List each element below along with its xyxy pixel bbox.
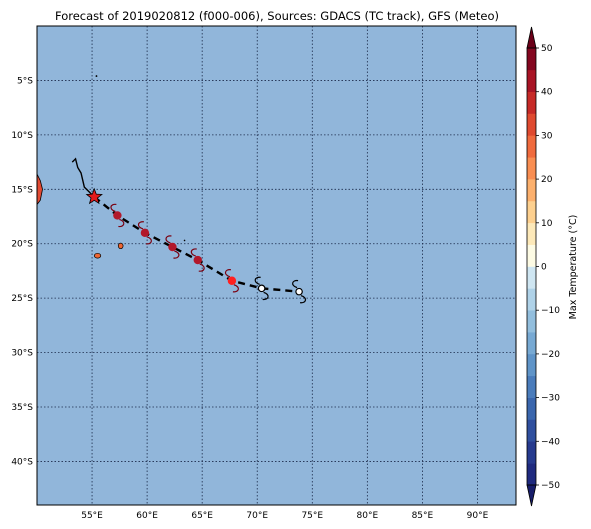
lat-tick-label: 35°S bbox=[11, 403, 33, 413]
lat-tick-label: 15°S bbox=[11, 185, 33, 195]
colorbar-segment bbox=[527, 113, 536, 136]
colorbar-over-triangle bbox=[526, 26, 537, 49]
colorbar-tick-label: −40 bbox=[541, 437, 560, 447]
lon-tick-label: 85°E bbox=[412, 511, 434, 521]
forecast-cyclone-icon bbox=[292, 279, 307, 304]
colorbar-label: Max Temperature (°C) bbox=[568, 215, 579, 320]
colorbar-segment bbox=[527, 310, 536, 333]
colorbar-tick-label: −30 bbox=[541, 394, 560, 404]
lon-tick-label: 65°E bbox=[191, 511, 213, 521]
figure-title: Forecast of 2019020812 (f000-006), Sourc… bbox=[55, 9, 499, 23]
forecast-cyclone-icon bbox=[254, 276, 269, 301]
colorbar-segment bbox=[527, 91, 536, 114]
colorbar: −50 −40 −30 −20 −10 0 10 20 30 40 50 bbox=[526, 26, 560, 507]
forecast-cyclone-icon bbox=[190, 248, 205, 272]
colorbar-tick-label: −50 bbox=[541, 481, 560, 491]
lon-tick-label: 55°E bbox=[81, 511, 103, 521]
colorbar-segment bbox=[527, 244, 536, 267]
colorbar-tick-label: 40 bbox=[541, 88, 553, 98]
colorbar-tick-label: 50 bbox=[541, 44, 553, 54]
colorbar-segment bbox=[527, 157, 536, 180]
colorbar-segment bbox=[527, 48, 536, 71]
map-frame bbox=[36, 25, 517, 506]
colorbar-tick-label: −10 bbox=[541, 306, 560, 316]
colorbar-tick-label: 0 bbox=[541, 263, 547, 273]
map-grid bbox=[37, 26, 516, 505]
lat-tick-label: 5°S bbox=[17, 76, 33, 86]
colorbar-tick-label: 20 bbox=[541, 175, 553, 185]
colorbar-segment bbox=[527, 332, 536, 355]
colorbar-segment bbox=[527, 135, 536, 158]
lon-tick-label: 60°E bbox=[136, 511, 158, 521]
mauritius-island bbox=[117, 242, 124, 250]
lon-tick-label: 80°E bbox=[357, 511, 379, 521]
lon-tick-label: 90°E bbox=[467, 511, 489, 521]
colorbar-under-triangle bbox=[526, 484, 537, 507]
colorbar-segment bbox=[527, 375, 536, 398]
lat-tick-label: 40°S bbox=[11, 457, 33, 467]
colorbar-segment bbox=[527, 397, 536, 420]
track-history-line bbox=[71, 157, 95, 198]
reunion-island bbox=[94, 252, 102, 259]
ocean-background bbox=[37, 26, 516, 505]
map-panel: 55°E 60°E 65°E 70°E 75°E 80°E 85°E 90°E 5°S 10°S… bbox=[11, 25, 517, 521]
colorbar-segment bbox=[527, 179, 536, 202]
colorbar-tick-label: 10 bbox=[541, 219, 553, 229]
colorbar-tick-label: 30 bbox=[541, 131, 553, 141]
lat-tick-label: 30°S bbox=[11, 349, 33, 359]
lon-tick-label: 70°E bbox=[246, 511, 268, 521]
colorbar-segment bbox=[527, 288, 536, 311]
colorbar-segment bbox=[527, 441, 536, 464]
colorbar-segment bbox=[527, 266, 536, 289]
current-position-star-icon bbox=[85, 187, 103, 205]
colorbar-segment bbox=[527, 200, 536, 224]
forecast-cyclone-icon bbox=[110, 203, 125, 228]
lon-tick-label: 75°E bbox=[301, 511, 323, 521]
cyclone-track bbox=[71, 157, 307, 304]
colorbar-segment bbox=[527, 463, 536, 486]
forecast-cyclone-icon bbox=[165, 235, 180, 259]
forecast-cyclone-icon bbox=[137, 221, 152, 245]
colorbar-segment bbox=[527, 353, 536, 377]
longitude-tick-labels: 55°E 60°E 65°E 70°E 75°E 80°E 85°E 90°E bbox=[81, 511, 488, 521]
rodrigues-islet bbox=[183, 239, 186, 242]
lat-tick-label: 10°S bbox=[11, 131, 33, 141]
lat-tick-label: 20°S bbox=[11, 240, 33, 250]
forecast-cyclone-icon bbox=[224, 269, 239, 293]
colorbar-tick-label: −20 bbox=[541, 350, 560, 360]
colorbar-segment bbox=[527, 419, 536, 442]
colorbar-segment bbox=[527, 222, 536, 245]
colorbar-segment bbox=[527, 69, 536, 92]
seychelles-islet bbox=[95, 75, 98, 77]
latitude-tick-labels: 5°S 10°S 15°S 20°S 25°S 30°S 35°S 40°S bbox=[11, 76, 33, 467]
lat-tick-label: 25°S bbox=[11, 294, 33, 304]
